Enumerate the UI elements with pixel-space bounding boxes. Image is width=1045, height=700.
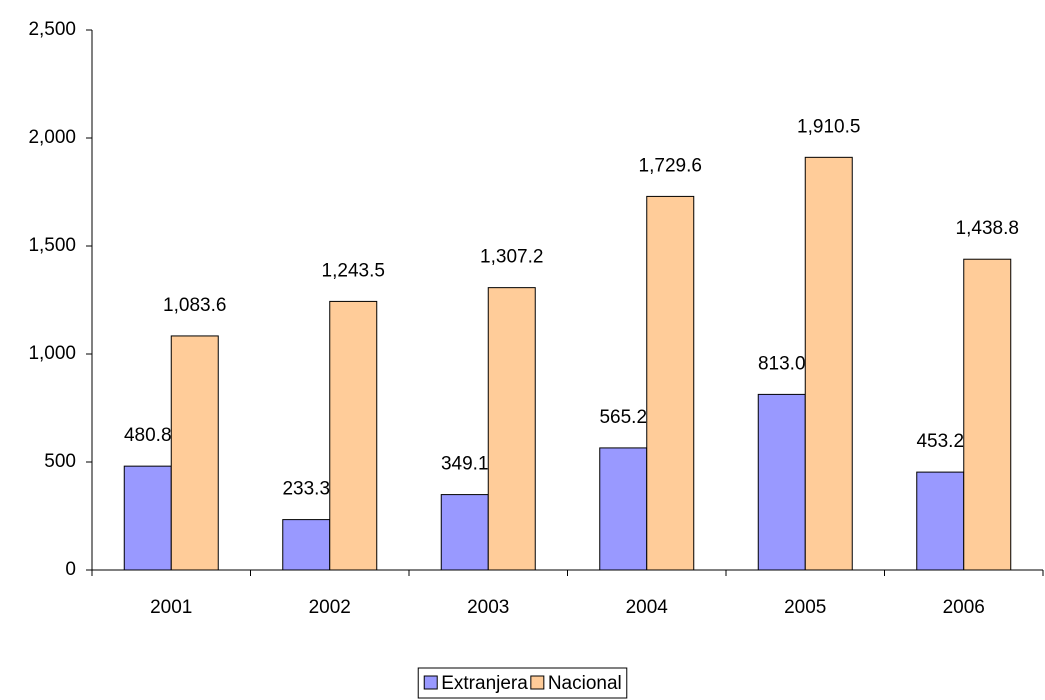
x-tick-label: 2002 — [309, 597, 351, 618]
x-tick-label: 2003 — [467, 597, 509, 618]
bar — [170, 335, 219, 571]
legend-label: Extranjera — [441, 673, 528, 694]
legend: Extranjera Nacional — [417, 667, 628, 699]
value-label: 1,083.6 — [163, 295, 226, 316]
y-tick-label: 500 — [44, 451, 76, 472]
y-tick-label: 1,000 — [28, 343, 76, 364]
bar — [440, 494, 489, 571]
bar — [487, 287, 536, 571]
legend-label: Nacional — [548, 673, 622, 694]
y-tick-label: 0 — [65, 559, 76, 580]
value-label: 813.0 — [758, 353, 806, 374]
bar — [123, 465, 172, 571]
value-label: 1,910.5 — [797, 116, 860, 137]
bar — [282, 519, 331, 571]
x-tick-label: 2005 — [784, 597, 826, 618]
x-tick-label: 2001 — [150, 597, 192, 618]
bar — [963, 258, 1012, 571]
value-label: 349.1 — [441, 454, 489, 475]
bar — [757, 393, 806, 571]
y-tick-label: 1,500 — [28, 235, 76, 256]
value-label: 565.2 — [599, 407, 647, 428]
value-label: 453.2 — [916, 431, 964, 452]
value-label: 1,243.5 — [322, 260, 385, 281]
value-label: 1,438.8 — [956, 218, 1019, 239]
bar — [329, 300, 378, 571]
x-tick-label: 2004 — [626, 597, 669, 618]
legend-swatch — [530, 675, 545, 690]
bar — [599, 447, 648, 571]
bar — [916, 471, 965, 571]
y-tick-label: 2,500 — [28, 19, 76, 40]
value-label: 233.3 — [282, 479, 330, 500]
value-label: 1,307.2 — [480, 247, 543, 268]
x-tick-label: 2006 — [943, 597, 985, 618]
legend-swatch — [423, 675, 438, 690]
bar — [804, 156, 853, 571]
y-tick-label: 2,000 — [28, 127, 76, 148]
value-label: 1,729.6 — [639, 155, 702, 176]
bar — [646, 195, 695, 571]
value-label: 480.8 — [124, 425, 172, 446]
legend-box — [417, 667, 628, 699]
